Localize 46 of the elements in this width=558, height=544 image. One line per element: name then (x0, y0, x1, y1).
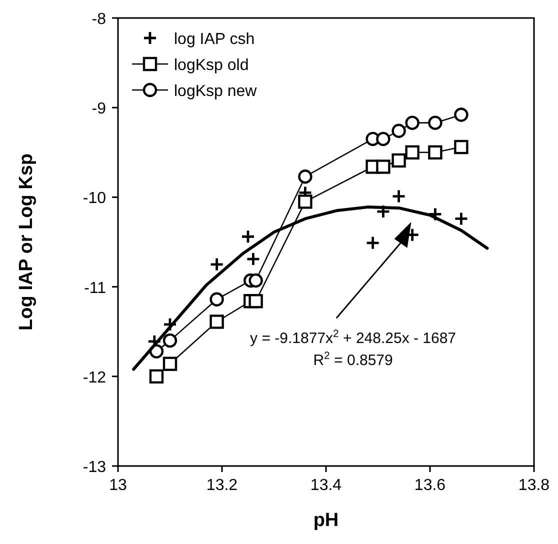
y-tick-label: -9 (92, 100, 106, 118)
x-tick-label: 13.2 (206, 477, 238, 494)
point (240, 229, 256, 244)
x-tick-label: 13.6 (414, 477, 446, 494)
point (454, 140, 468, 154)
y-axis-title: Log IAP or Log Ksp (16, 154, 37, 330)
point (376, 160, 390, 174)
point (428, 116, 442, 130)
point (298, 169, 312, 184)
point (248, 273, 263, 288)
point (162, 356, 178, 371)
point (454, 212, 468, 226)
x-tick-label: 13 (109, 477, 127, 494)
point (392, 189, 406, 204)
point (149, 369, 164, 384)
annotation: R$^{2}$ = 0.8579 (313, 350, 393, 369)
x-axis-title: pH (313, 510, 339, 531)
point (428, 207, 442, 222)
point (210, 257, 224, 272)
point (210, 292, 224, 306)
point (454, 108, 468, 122)
point (246, 252, 260, 266)
point (298, 194, 312, 209)
x-tick-label: 13.8 (518, 477, 550, 494)
y-tick-label: -11 (84, 280, 106, 297)
point (392, 153, 406, 168)
annotation: y = -9.1877x$^{2}$ + 248.25x - 1687 (250, 328, 456, 347)
point (248, 294, 263, 308)
point (162, 317, 178, 332)
x-tick-label: 13.4 (310, 477, 342, 494)
y-tick-label: -12 (82, 369, 106, 386)
point (428, 145, 442, 160)
point (405, 145, 420, 160)
y-tick-label: -8 (92, 11, 106, 28)
point (210, 314, 224, 329)
point (405, 116, 420, 130)
y-tick-label: -13 (82, 459, 106, 476)
legend-label: logKsp new (174, 83, 258, 100)
point (162, 333, 178, 348)
point (376, 132, 390, 146)
legend-label: logKsp old (174, 57, 249, 74)
point (392, 124, 406, 138)
point (366, 236, 380, 250)
legend-label: log IAP csh (174, 31, 255, 48)
y-tick-label: -10 (82, 190, 106, 208)
point (376, 204, 390, 219)
